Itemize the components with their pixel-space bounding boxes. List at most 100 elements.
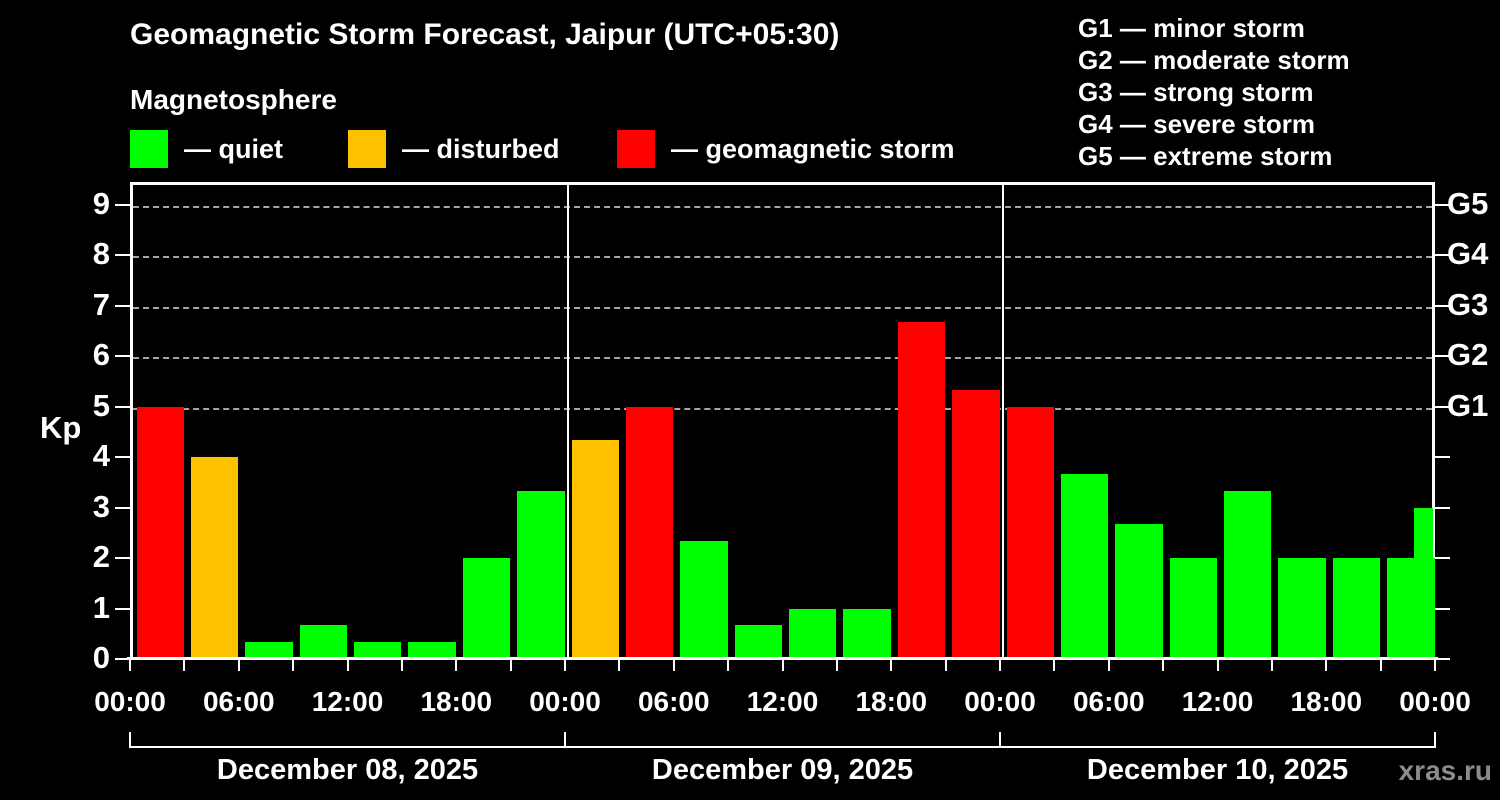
x-tick-label: 12:00: [311, 686, 384, 717]
x-tick: [346, 659, 349, 671]
date-label: December 09, 2025: [651, 754, 914, 786]
x-tick: [1379, 659, 1382, 671]
kp-bar: [789, 608, 837, 659]
kp-bar: [1115, 524, 1163, 659]
y-tick-label: 9: [92, 185, 110, 221]
date-label: December 10, 2025: [1086, 754, 1349, 786]
kp-bar: [517, 490, 565, 659]
kp-bar: [734, 625, 782, 659]
g-level-label: G5: [1447, 185, 1489, 221]
x-tick: [999, 659, 1001, 671]
legend-item-disturbed: — disturbed: [348, 130, 560, 168]
right-y-tick: [1435, 456, 1450, 459]
kp-bar: [1332, 558, 1381, 659]
g2-legend-line: G2 — moderate storm: [1078, 45, 1350, 75]
x-tick: [1107, 659, 1110, 671]
day-separator: [567, 185, 569, 659]
grid-line-g4: [133, 256, 1432, 259]
kp-bar: [354, 642, 402, 659]
chart-subtitle: Magnetosphere: [130, 84, 337, 115]
right-y-tick: [1435, 254, 1450, 257]
kp-bar: [1006, 406, 1054, 659]
kp-bar: [625, 406, 674, 659]
grid-line-g2: [133, 357, 1432, 360]
day-bracket-tick: [1434, 732, 1436, 748]
kp-bar: [462, 558, 511, 659]
y-tick: [115, 607, 130, 610]
right-y-tick: [1435, 405, 1450, 408]
x-tick-label: 00:00: [1399, 686, 1471, 717]
right-y-tick: [1435, 557, 1450, 560]
g3-legend-line: G3 — strong storm: [1078, 77, 1314, 107]
chart-title: Geomagnetic Storm Forecast, Jaipur (UTC+…: [130, 18, 840, 51]
y-tick: [115, 456, 130, 459]
legend-label-quiet: — quiet: [184, 133, 283, 164]
x-tick: [1053, 659, 1056, 671]
g-level-label: G1: [1447, 387, 1489, 423]
watermark: xras.ru: [1398, 755, 1492, 786]
storm-color-swatch: [617, 130, 655, 168]
y-tick-label: 8: [92, 236, 110, 272]
x-tick: [129, 659, 131, 671]
storm-scale-legend: G1 — minor storm G2 — moderate storm G3 …: [1078, 12, 1350, 172]
x-tick-label: 12:00: [1181, 686, 1254, 717]
x-tick-label: 18:00: [1290, 686, 1363, 717]
g-level-label: G3: [1447, 286, 1489, 322]
legend-item-storm: — geomagnetic storm: [617, 130, 955, 168]
grid-line-g5: [133, 205, 1432, 208]
kp-bar: [897, 322, 946, 659]
kp-bar: [299, 625, 347, 659]
day-separator: [1002, 185, 1004, 659]
kp-bar: [1224, 490, 1272, 659]
y-tick-label: 0: [92, 640, 110, 675]
g-level-label: G2: [1447, 337, 1489, 373]
x-tick: [727, 659, 730, 671]
kp-bar: [952, 389, 1000, 659]
kp-bar: [571, 440, 619, 659]
right-y-tick: [1435, 506, 1450, 509]
right-y-tick: [1435, 304, 1450, 307]
x-tick-label: 00:00: [94, 686, 166, 717]
x-tick-label: 06:00: [202, 686, 275, 717]
x-tick: [183, 659, 186, 671]
disturbed-color-swatch: [348, 130, 386, 168]
x-tick: [672, 659, 675, 671]
x-tick: [618, 659, 621, 671]
y-axis-title: Kp: [40, 410, 82, 445]
y-tick: [115, 405, 130, 408]
x-tick-label: 18:00: [855, 686, 928, 717]
right-y-tick: [1435, 203, 1450, 206]
x-tick: [944, 659, 947, 671]
kp-bar: [245, 642, 293, 659]
g4-legend-line: G4 — severe storm: [1078, 109, 1316, 139]
y-tick: [115, 658, 130, 660]
grid-line-g3: [133, 306, 1432, 309]
quiet-color-swatch: [130, 130, 168, 168]
kp-bar: [190, 457, 239, 659]
x-tick-label: 18:00: [420, 686, 493, 717]
x-tick-label: 00:00: [964, 686, 1036, 717]
x-tick-label: 06:00: [637, 686, 710, 717]
legend-label-disturbed: — disturbed: [402, 133, 560, 164]
day-bracket-tick: [564, 732, 566, 748]
x-tick: [835, 659, 838, 671]
y-tick-label: 1: [92, 589, 110, 625]
x-tick: [237, 659, 240, 671]
day-bracket-line: [130, 746, 1435, 748]
kp-bar: [136, 406, 184, 659]
kp-bar: [1278, 558, 1326, 659]
x-tick: [509, 659, 512, 671]
y-tick: [115, 254, 130, 257]
g5-legend-line: G5 — extreme storm: [1078, 141, 1333, 171]
grid-line-g1: [133, 407, 1432, 410]
x-tick-label: 12:00: [746, 686, 819, 717]
x-axis-line: [127, 657, 1438, 660]
x-tick: [781, 659, 784, 671]
legend-label-storm: — geomagnetic storm: [671, 133, 955, 164]
g1-legend-line: G1 — minor storm: [1078, 13, 1305, 43]
right-y-tick: [1435, 607, 1450, 610]
y-tick: [115, 203, 130, 206]
g-level-label: G4: [1447, 236, 1489, 272]
x-tick-label: 06:00: [1072, 686, 1145, 717]
right-y-tick: [1435, 355, 1450, 358]
